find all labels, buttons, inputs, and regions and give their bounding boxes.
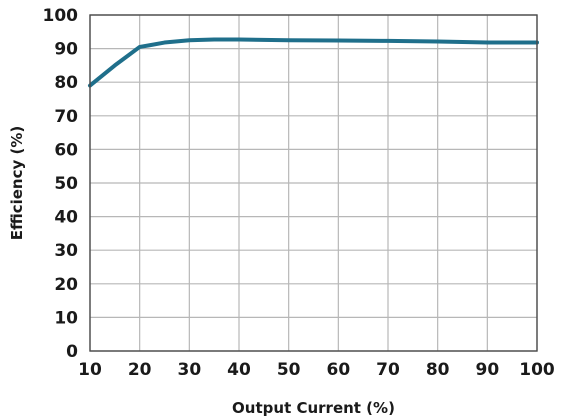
y-tick-label: 80 xyxy=(54,73,78,93)
series-layer xyxy=(88,37,539,88)
x-tick-label: 70 xyxy=(376,360,400,380)
y-tick-label: 100 xyxy=(43,6,79,26)
y-tick-label: 30 xyxy=(54,241,78,261)
efficiency-series-line xyxy=(88,37,539,88)
y-tick-label: 10 xyxy=(54,308,78,328)
x-axis-title: Output Current (%) xyxy=(232,399,395,417)
x-tick-label: 60 xyxy=(326,360,350,380)
x-tick-label: 80 xyxy=(426,360,450,380)
x-tick-label: 20 xyxy=(128,360,152,380)
x-axis-ticks: 10 20 30 40 50 60 70 80 90 100 xyxy=(78,360,555,380)
y-tick-label: 40 xyxy=(54,208,78,228)
x-tick-label: 40 xyxy=(227,360,251,380)
y-tick-label: 50 xyxy=(54,174,78,194)
plot-frame xyxy=(89,14,538,352)
y-tick-label: 70 xyxy=(54,107,78,127)
x-tick-label: 90 xyxy=(475,360,499,380)
x-tick-label: 100 xyxy=(519,360,555,380)
y-tick-label: 90 xyxy=(54,40,78,60)
y-axis-title: Efficiency (%) xyxy=(8,126,26,241)
x-tick-label: 30 xyxy=(177,360,201,380)
grid xyxy=(89,14,538,352)
y-axis-ticks: 0 10 20 30 40 50 60 70 80 90 100 xyxy=(43,6,79,362)
y-tick-label: 60 xyxy=(54,140,78,160)
y-tick-label: 20 xyxy=(54,275,78,295)
x-tick-label: 10 xyxy=(78,360,102,380)
y-tick-label: 0 xyxy=(66,342,78,362)
x-tick-label: 50 xyxy=(277,360,301,380)
